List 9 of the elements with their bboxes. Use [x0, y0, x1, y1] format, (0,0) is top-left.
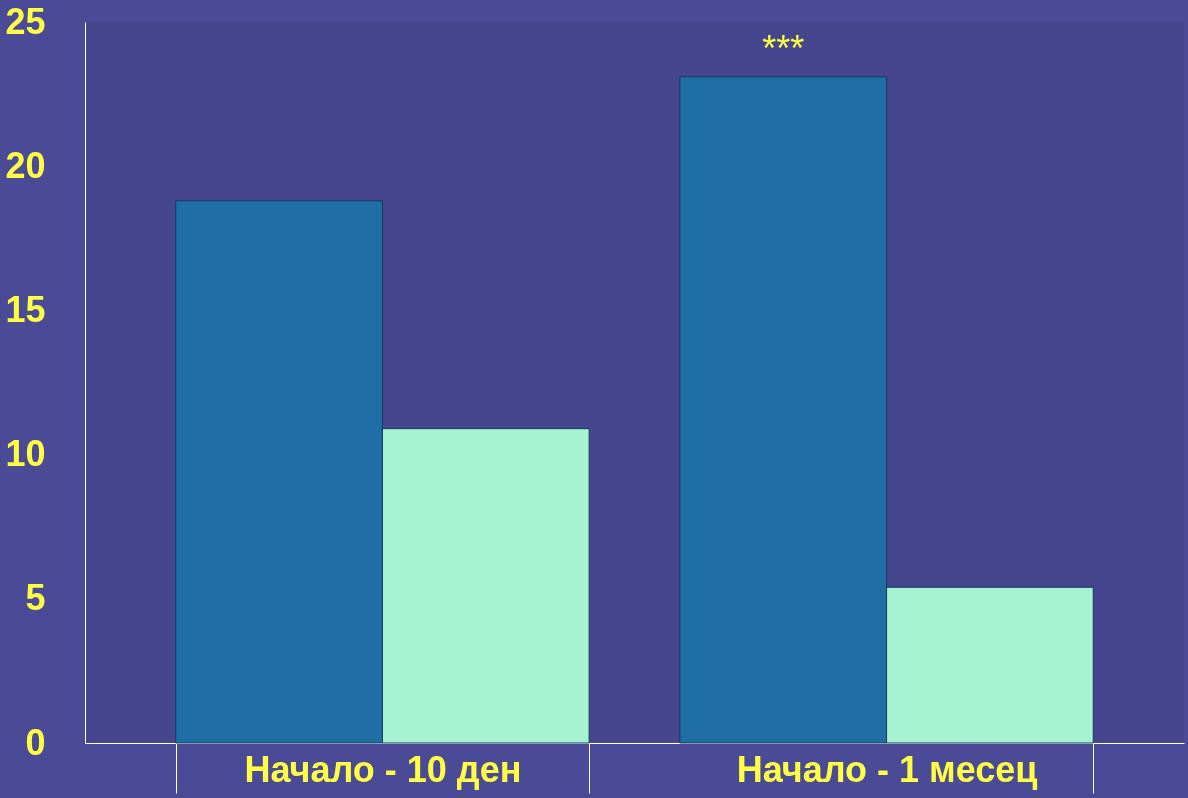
y-tick-label: 15: [5, 288, 46, 330]
y-tick-label: 0: [25, 721, 46, 763]
x-tick-label: Начало - 10 ден: [244, 748, 522, 790]
y-tick-label: 25: [5, 0, 46, 42]
annotation: ***: [762, 27, 805, 69]
y-tick-label: 20: [5, 144, 46, 186]
y-tick-label: 5: [25, 577, 46, 619]
y-tick-label: 10: [5, 433, 46, 475]
x-tick-label: Начало - 1 месец: [736, 748, 1038, 790]
